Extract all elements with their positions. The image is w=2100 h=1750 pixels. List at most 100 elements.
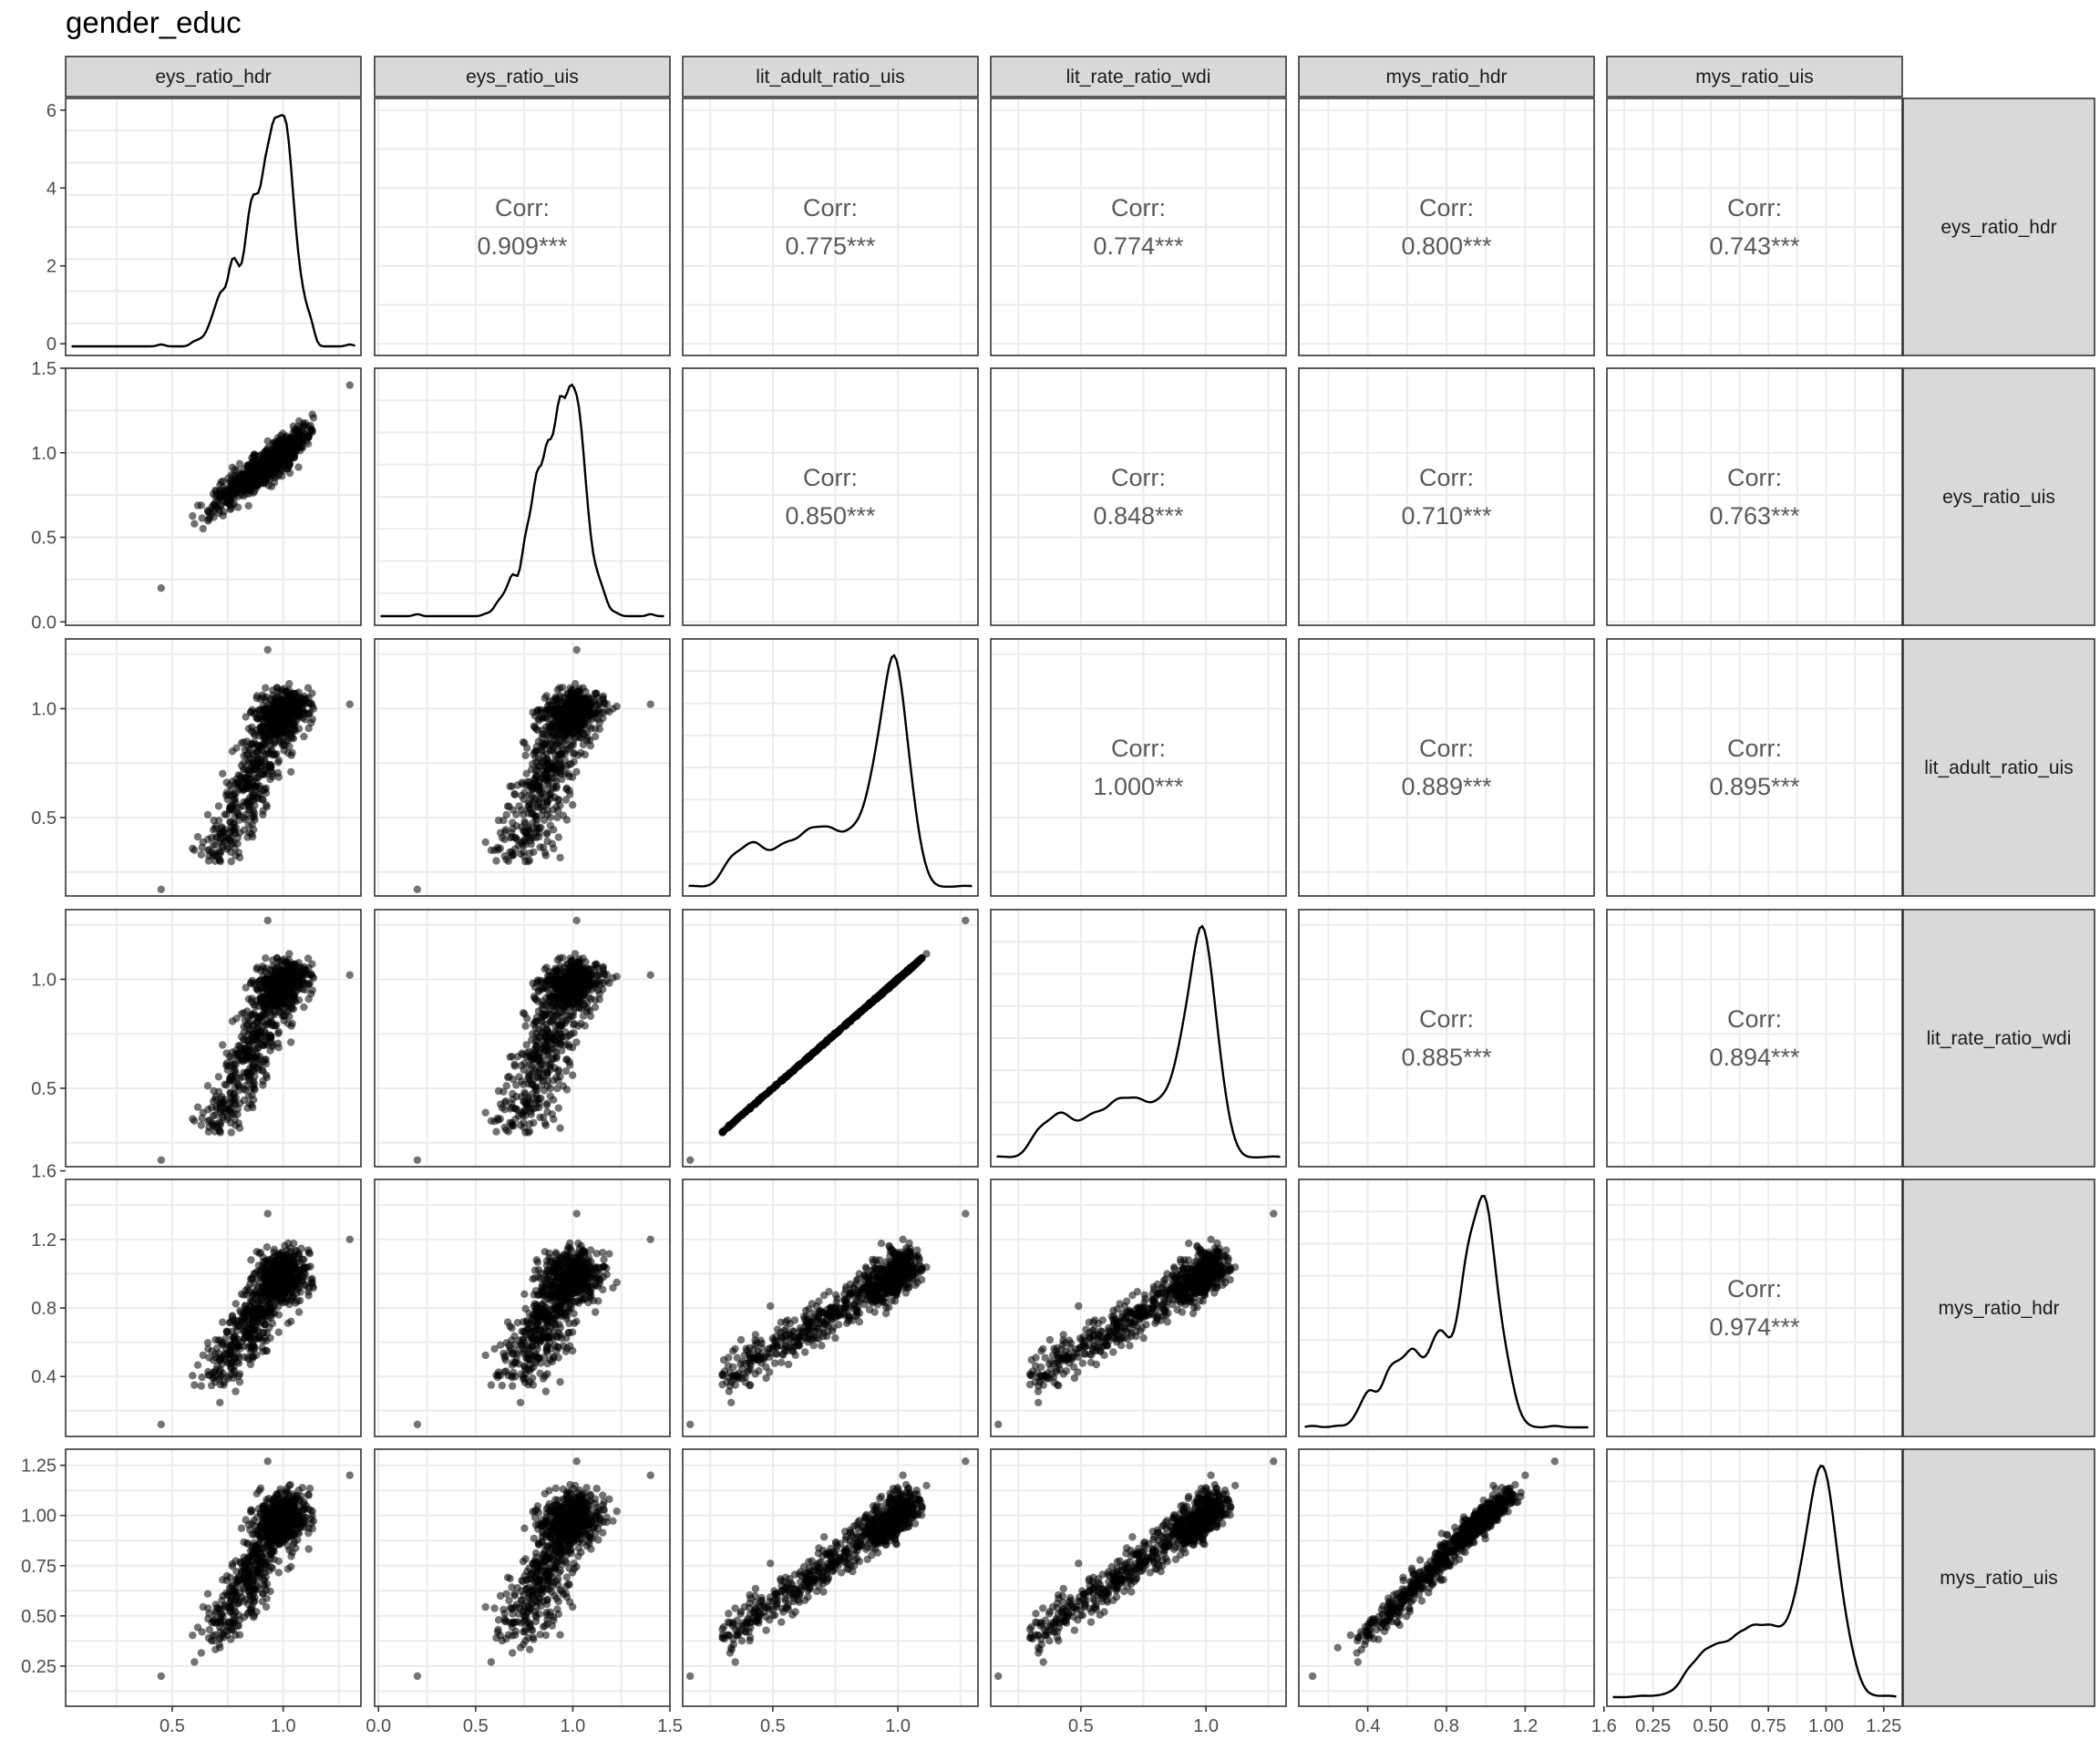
scatter-point [534,987,543,996]
scatter-point [759,1092,768,1100]
scatter-point [252,963,262,972]
scatter-point [249,811,257,819]
density-curve [996,924,1281,1158]
scatter-point [588,699,596,707]
scatter-point [599,708,608,717]
scatter-point [413,885,422,893]
scatter-point [546,813,554,821]
scatter-point [210,850,219,860]
scatter-point [525,1068,533,1077]
scatter-point [551,964,560,973]
panel-border [65,367,362,626]
panel-eys_ratio_uis-eys_ratio_uis [374,367,671,626]
scatter-point [518,1049,526,1057]
scatter-point [572,1038,581,1046]
scatter-point [248,723,256,732]
corr-label: Corr: [1111,735,1166,762]
scatter-point [266,775,274,784]
scatter-point [222,1061,231,1070]
scatter-point [272,442,281,450]
scatter-point [554,807,562,815]
scatter-point [962,916,970,925]
scatter-point [289,1004,298,1014]
scatter-point [226,806,234,815]
scatter-point [268,715,276,724]
scatter-point [273,954,282,962]
scatter-point [248,481,256,490]
corr-value: 0.743*** [1709,232,1800,260]
scatter-point [556,853,564,862]
panel-eys_ratio_hdr-lit_rate_ratio_wdi: Corr:0.774*** [990,98,1287,356]
scatter-point [273,1039,283,1047]
scatter-point [605,707,613,716]
panel-eys_ratio_uis-lit_adult_ratio_uis: Corr:0.850*** [682,367,979,626]
scatter-point [599,979,608,987]
scatter-point [307,699,315,708]
panel-eys_ratio_hdr-eys_ratio_hdr [65,98,362,356]
scatter-point [240,758,248,767]
scatter-point [228,785,236,793]
scatter-point [542,829,551,839]
scatter-point [235,853,244,862]
panel-eys_ratio_uis-lit_rate_ratio_wdi: Corr:0.848*** [990,367,1287,626]
panel-border [374,98,671,356]
scatter-point [289,436,298,444]
scatter-points [686,916,970,1165]
scatter-point [546,1084,554,1093]
panel-eys_ratio_hdr-eys_ratio_uis: Corr:0.909*** [374,98,671,356]
scatter-point [559,722,568,730]
scatter-point [252,984,261,993]
scatter-point [225,486,234,494]
scatter-point [568,695,577,704]
scatter-point [233,478,242,486]
scatter-point [260,451,268,460]
scatter-point [272,997,281,1006]
scatter-point [193,832,202,841]
scatter-point [259,807,267,815]
scatter-point [595,995,603,1004]
scatter-point [559,1017,567,1025]
scatter-point [540,742,549,750]
panel-lit_adult_ratio_uis-eys_ratio_uis [374,638,671,897]
scatter-point [559,811,568,819]
scatter-point [510,850,518,860]
scatter-point [539,1036,547,1045]
panel-lit_adult_ratio_uis-mys_ratio_hdr: Corr:0.889*** [1298,638,1595,897]
scatter-point [583,735,592,743]
scatter-point [548,973,556,981]
scatter-point [241,1016,249,1024]
scatter-point [521,1022,530,1030]
scatter-point [595,699,604,708]
scatter-point [273,712,282,720]
scatter-point [509,1089,517,1098]
scatter-point [276,722,285,730]
scatter-point [922,950,931,958]
scatter-point [243,776,252,784]
corr-label: Corr: [1727,194,1782,221]
scatter-point [531,754,540,762]
panel-border [682,638,979,897]
scatter-point [548,839,556,848]
scatter-point [572,974,581,983]
scatter-point [231,1066,240,1075]
scatter-point [261,976,269,985]
scatter-point [229,819,238,828]
scatter-point [198,1114,206,1123]
scatter-point [555,982,563,991]
panel-lit_rate_ratio_wdi-eys_ratio_hdr [65,909,362,1168]
scatter-point [538,758,546,767]
panel-lit_adult_ratio_uis-lit_rate_ratio_wdi: Corr:1.000*** [990,638,1287,897]
scatter-point [291,725,299,734]
scatter-point [505,802,513,810]
scatter-point [576,997,584,1006]
corr-value: 0.763*** [1709,502,1800,530]
scatter-point [255,784,263,793]
scatter-point [542,1044,551,1052]
scatter-point [249,1035,257,1044]
scatter-point [538,1081,546,1089]
scatter-point [522,1041,530,1049]
scatter-point [243,798,252,807]
scatter-point [599,963,607,973]
scatter-point [570,757,578,766]
scatter-point [287,767,295,776]
